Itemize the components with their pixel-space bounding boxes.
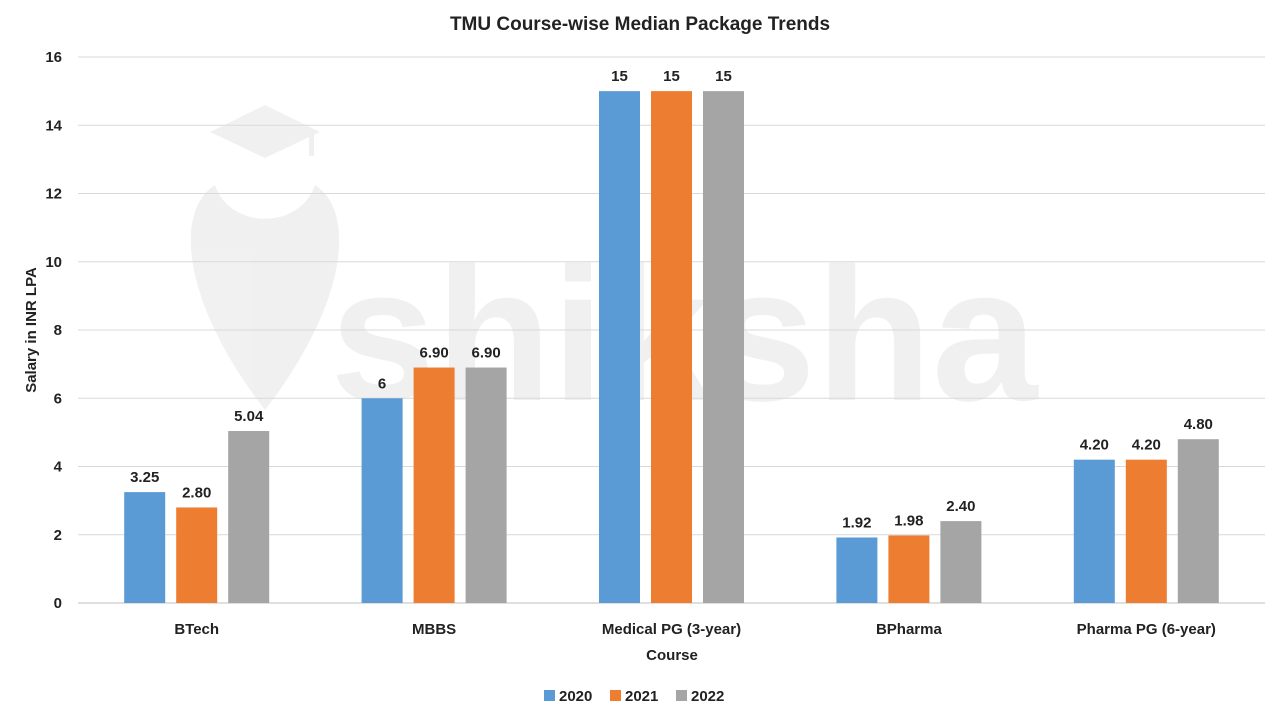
data-label: 4.80 bbox=[1184, 416, 1213, 433]
bars bbox=[124, 91, 1219, 603]
bar bbox=[940, 521, 982, 603]
legend-swatch bbox=[544, 690, 555, 701]
bar bbox=[888, 535, 930, 603]
bar bbox=[1073, 459, 1115, 603]
y-tick-label: 8 bbox=[54, 322, 62, 339]
bar bbox=[361, 398, 403, 603]
bar bbox=[465, 367, 507, 603]
data-label: 3.25 bbox=[130, 469, 159, 486]
data-label: 4.20 bbox=[1132, 437, 1161, 454]
data-label: 15 bbox=[663, 68, 680, 85]
legend-swatch bbox=[676, 690, 687, 701]
bar bbox=[228, 431, 270, 603]
y-tick-label: 6 bbox=[54, 390, 62, 407]
y-tick-label: 14 bbox=[45, 117, 62, 134]
data-label: 1.92 bbox=[842, 514, 871, 531]
y-tick-label: 0 bbox=[54, 595, 62, 612]
data-label: 6 bbox=[378, 375, 386, 392]
legend-label: 2022 bbox=[691, 688, 724, 705]
x-tick-label: MBBS bbox=[412, 621, 456, 638]
y-tick-label: 4 bbox=[54, 459, 63, 476]
bar bbox=[124, 492, 166, 603]
data-label: 15 bbox=[715, 68, 732, 85]
data-label: 4.20 bbox=[1080, 437, 1109, 454]
data-label: 6.90 bbox=[419, 345, 448, 362]
bar bbox=[703, 91, 744, 603]
chart-title: TMU Course-wise Median Package Trends bbox=[450, 14, 830, 35]
x-tick-label: BTech bbox=[174, 621, 219, 638]
y-axis-label: Salary in INR LPA bbox=[23, 267, 40, 393]
y-axis-ticks: 0 2 4 6 8 10 12 14 16 bbox=[45, 49, 62, 612]
legend: 2020 2021 2022 bbox=[544, 688, 724, 705]
data-label: 2.80 bbox=[182, 484, 211, 501]
x-axis-label: Course bbox=[646, 647, 698, 664]
data-label: 1.98 bbox=[894, 512, 923, 529]
x-axis-categories: BTech MBBS Medical PG (3-year) BPharma Pharm… bbox=[174, 621, 1216, 638]
data-labels: 3.25 2.80 5.04 6 6.90 6.90 15 15 15 1.92 1.98 2.40 4… bbox=[130, 68, 1213, 531]
bar bbox=[836, 537, 878, 603]
y-tick-label: 16 bbox=[45, 49, 62, 66]
y-tick-label: 2 bbox=[54, 527, 62, 544]
bar bbox=[599, 91, 640, 603]
legend-swatch bbox=[610, 690, 621, 701]
data-label: 15 bbox=[611, 68, 628, 85]
bar bbox=[176, 507, 218, 603]
bar bbox=[651, 91, 692, 603]
bar bbox=[1125, 459, 1167, 603]
x-tick-label: BPharma bbox=[876, 621, 943, 638]
data-label: 2.40 bbox=[946, 498, 975, 515]
x-tick-label: Medical PG (3-year) bbox=[602, 621, 741, 638]
data-label: 6.90 bbox=[471, 345, 500, 362]
data-label: 5.04 bbox=[234, 408, 264, 425]
bar bbox=[1177, 439, 1219, 603]
legend-label: 2021 bbox=[625, 688, 658, 705]
legend-label: 2020 bbox=[559, 688, 592, 705]
y-tick-label: 10 bbox=[45, 254, 62, 271]
y-tick-label: 12 bbox=[45, 186, 62, 203]
bar bbox=[413, 367, 455, 603]
x-tick-label: Pharma PG (6-year) bbox=[1077, 621, 1216, 638]
